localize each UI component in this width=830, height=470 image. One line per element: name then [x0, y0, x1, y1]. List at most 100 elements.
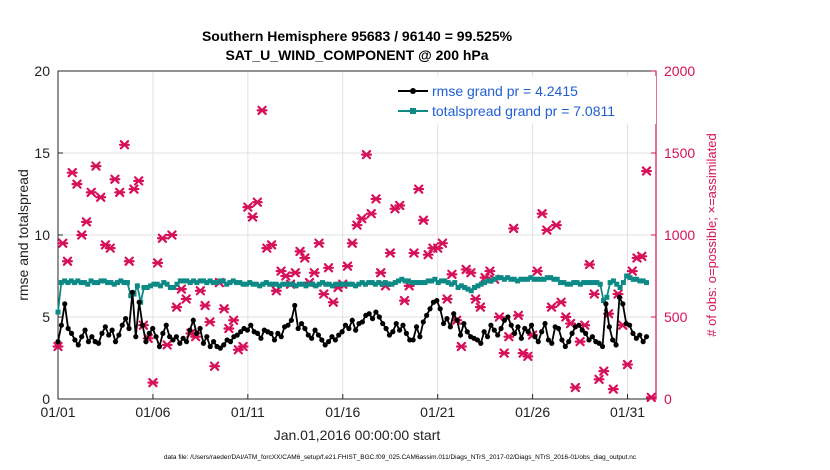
rmse-point	[180, 335, 186, 341]
totalspread-point	[422, 280, 428, 286]
totalspread-point	[574, 280, 580, 286]
obs-count-point	[313, 238, 325, 248]
obs-count-point	[484, 266, 496, 276]
obs-count-point	[114, 187, 126, 198]
totalspread-point	[151, 281, 157, 287]
totalspread-point	[184, 278, 190, 284]
rmse-point	[177, 340, 183, 346]
obs-count-point	[493, 312, 505, 322]
totalspread-point	[280, 281, 286, 287]
rmse-point	[620, 301, 626, 307]
rmse-point	[630, 330, 636, 336]
rmse-point	[123, 316, 129, 322]
totalspread-point	[177, 278, 183, 284]
obs-count-point	[223, 323, 235, 334]
rmse-point	[515, 324, 521, 330]
rmse-point	[359, 319, 366, 325]
rmse-point	[139, 322, 146, 328]
totalspread-point	[624, 273, 630, 279]
rmse-point	[474, 337, 480, 343]
totalspread-point	[91, 280, 97, 286]
rmse-point	[579, 327, 585, 333]
totalspread-point	[601, 298, 607, 304]
legend-marker-rmse	[410, 88, 416, 94]
totalspread-point	[541, 276, 547, 282]
totalspread-point	[399, 276, 405, 282]
totalspread-point	[415, 280, 421, 286]
rmse-point	[325, 339, 332, 345]
rmse-point	[58, 322, 64, 328]
totalspread-point	[75, 278, 81, 284]
totalspread-point	[508, 276, 514, 282]
totalspread-point	[594, 280, 600, 286]
rmse-point	[129, 289, 136, 295]
totalspread-point	[617, 284, 623, 290]
rmse-point	[346, 325, 352, 332]
totalspread-point	[564, 281, 570, 287]
totalspread-point	[548, 275, 554, 281]
obs-count-point	[180, 294, 192, 304]
totalspread-point	[323, 281, 329, 287]
rmse-point	[238, 329, 244, 335]
y2-axis-label: # of obs: o=possible; ×=assimilated	[704, 133, 719, 336]
totalspread-point	[442, 278, 448, 284]
rmse-point	[606, 324, 612, 330]
rmse-point	[457, 332, 464, 338]
obs-count-point	[555, 297, 567, 307]
totalspread-point	[531, 276, 537, 282]
totalspread-point	[465, 286, 471, 292]
rmse-point	[380, 320, 386, 327]
rmse-point	[150, 325, 156, 332]
rmse-point	[62, 301, 68, 307]
obs-count-point	[641, 166, 653, 176]
totalspread-point	[359, 280, 365, 286]
rmse-point	[522, 325, 528, 332]
rmse-point	[197, 325, 203, 332]
totalspread-point	[439, 278, 445, 284]
data-file-footnote: data file: /Users/raeder/DAI/ATM_forcXX/…	[164, 454, 637, 461]
rmse-point	[427, 306, 433, 312]
series-assimilated-obs	[52, 105, 657, 403]
obs-count-point	[280, 271, 292, 281]
obs-count-point	[237, 341, 249, 352]
obs-count-point	[346, 238, 358, 248]
obs-count-point	[588, 289, 600, 299]
totalspread-point	[521, 276, 527, 282]
rmse-point	[633, 335, 639, 341]
totalspread-point	[581, 280, 587, 286]
totalspread-point	[485, 278, 491, 284]
totalspread-point	[475, 283, 481, 289]
totalspread-point	[220, 278, 226, 284]
obs-count-point	[522, 351, 534, 362]
rmse-point	[586, 337, 592, 343]
obs-count-point	[512, 310, 524, 321]
totalspread-point	[491, 276, 497, 282]
rmse-point	[190, 317, 196, 323]
totalspread-point	[604, 294, 610, 300]
rmse-point	[566, 339, 572, 345]
obs-count-point	[626, 266, 638, 276]
obs-count-point	[270, 286, 282, 296]
rmse-point	[488, 322, 494, 328]
rmse-point	[542, 320, 548, 327]
rmse-point	[126, 325, 132, 332]
totalspread-point	[105, 280, 111, 286]
rmse-point	[626, 322, 633, 328]
totalspread-point	[247, 280, 253, 286]
obs-count-point	[90, 161, 102, 171]
totalspread-point	[591, 280, 597, 286]
x-tick-label: 01/11	[231, 404, 265, 420]
totalspread-point	[230, 278, 236, 284]
totalspread-point	[273, 281, 279, 287]
rmse-point	[437, 306, 443, 312]
totalspread-point	[567, 281, 573, 287]
rmse-point	[501, 317, 508, 323]
rmse-point	[390, 329, 396, 335]
totalspread-point	[554, 276, 560, 282]
rmse-point	[376, 314, 382, 320]
totalspread-point	[277, 283, 283, 289]
rmse-point	[613, 342, 619, 348]
totalspread-point	[58, 280, 64, 286]
rmse-point	[268, 330, 274, 336]
rmse-point	[349, 317, 355, 323]
